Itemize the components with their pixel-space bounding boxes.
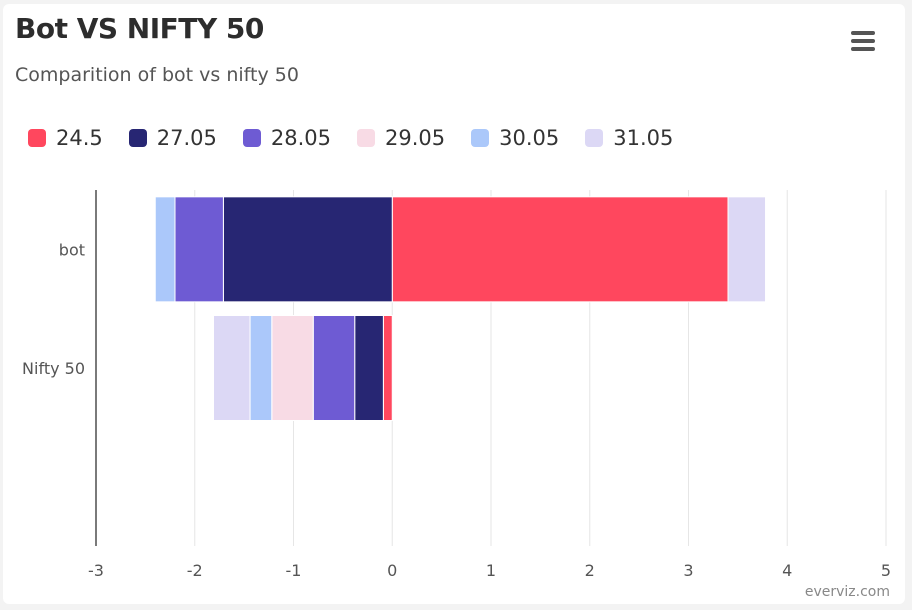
x-tick-label: -1	[286, 561, 302, 580]
y-category-label: Nifty 50	[22, 359, 85, 378]
chart-subtitle: Comparition of bot vs nifty 50	[15, 64, 299, 86]
x-tick-label: 2	[585, 561, 595, 580]
legend-label: 30.05	[499, 126, 560, 150]
legend-swatch	[585, 129, 604, 147]
bar-segment	[271, 315, 314, 421]
x-tick-label: 1	[486, 561, 496, 580]
x-tick-label: 4	[782, 561, 792, 580]
legend-swatch	[28, 129, 46, 147]
legend-label: 28.05	[270, 126, 332, 150]
credit-link[interactable]: everviz.com	[804, 584, 890, 600]
hamburger-menu-icon[interactable]	[848, 28, 878, 54]
bar-segment	[213, 315, 251, 421]
menu-line	[851, 47, 875, 51]
legend-swatch	[242, 129, 261, 147]
legend-swatch	[471, 129, 490, 147]
legend-item[interactable]: 31.05	[585, 126, 673, 150]
bar-segment	[154, 196, 176, 303]
legend-item[interactable]: 28.05	[242, 126, 332, 150]
legend-label: 24.5	[56, 126, 103, 150]
bar-segment	[382, 315, 393, 421]
legend-label: 29.05	[385, 126, 446, 150]
chart-legend: 24.5 27.05 28.05 29.05 30.05 31.05	[28, 126, 699, 150]
chart-card	[3, 4, 905, 604]
x-tick-label: 3	[683, 561, 693, 580]
chart-title: Bot VS NIFTY 50	[15, 12, 264, 45]
x-tick-label: -2	[187, 561, 203, 580]
bar-segment	[391, 196, 729, 303]
x-tick-label: -3	[88, 561, 104, 580]
legend-label: 31.05	[613, 126, 674, 150]
legend-item[interactable]: 24.5	[28, 126, 103, 150]
y-category-label: bot	[59, 240, 85, 259]
menu-line	[851, 31, 875, 35]
legend-swatch	[128, 129, 147, 147]
bar-segment	[174, 196, 224, 303]
bar-segment	[727, 196, 767, 303]
bar-segment	[354, 315, 384, 421]
legend-item[interactable]: 29.05	[357, 126, 445, 150]
menu-line	[851, 39, 875, 43]
bar-segment	[249, 315, 273, 421]
x-tick-label: 5	[881, 561, 891, 580]
bar-segment	[312, 315, 356, 421]
bar-segment	[222, 196, 393, 303]
legend-item[interactable]: 30.05	[471, 126, 559, 150]
legend-item[interactable]: 27.05	[128, 126, 217, 150]
x-tick-label: 0	[387, 561, 397, 580]
legend-label: 27.05	[156, 126, 217, 150]
legend-swatch	[357, 129, 376, 147]
